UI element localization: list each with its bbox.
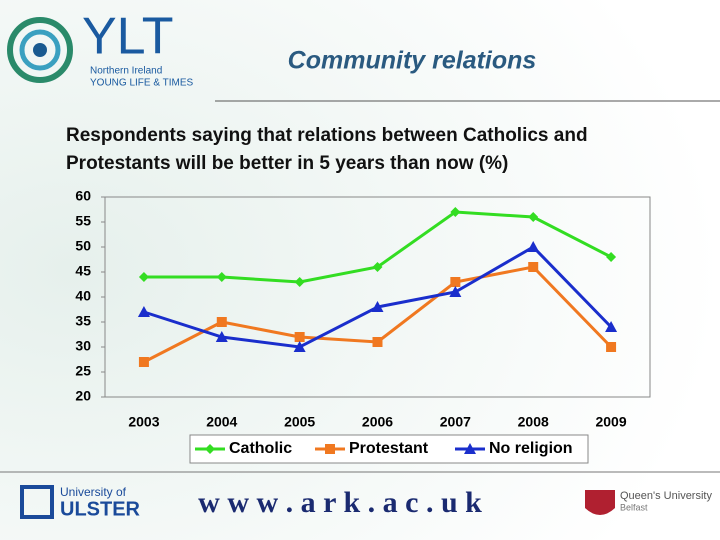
footer-text: Belfast bbox=[620, 502, 648, 512]
footer: University of ULSTER w w w . a r k . a c… bbox=[20, 485, 712, 520]
x-tick-label: 2003 bbox=[128, 414, 159, 430]
data-point bbox=[528, 262, 539, 272]
logo-line: Northern Ireland bbox=[90, 66, 162, 77]
legend-label: Protestant bbox=[349, 440, 429, 457]
data-point bbox=[606, 342, 617, 352]
data-point bbox=[371, 301, 384, 312]
data-point bbox=[527, 241, 540, 252]
legend-marker bbox=[205, 444, 215, 454]
data-point bbox=[449, 286, 462, 297]
queens-icon bbox=[585, 490, 615, 515]
legend-label: No religion bbox=[489, 440, 573, 457]
chart-title-box: Respondents saying that relations betwee… bbox=[66, 125, 588, 174]
y-tick-label: 30 bbox=[75, 338, 91, 354]
footer-url: w w w . a r k . a c . u k bbox=[198, 486, 482, 519]
y-tick-label: 45 bbox=[75, 263, 91, 279]
ylt-logo: YLT Northern Ireland YOUNG LIFE & TIMES bbox=[7, 8, 193, 89]
data-point bbox=[605, 321, 618, 332]
legend-label: Catholic bbox=[229, 440, 292, 457]
y-tick-label: 35 bbox=[75, 313, 91, 329]
data-point bbox=[294, 277, 305, 287]
y-tick-label: 25 bbox=[75, 363, 91, 379]
data-point bbox=[293, 341, 306, 352]
data-point bbox=[528, 212, 539, 222]
y-tick-label: 20 bbox=[75, 388, 91, 404]
data-point bbox=[606, 252, 617, 262]
y-tick-label: 55 bbox=[75, 213, 91, 229]
data-point bbox=[138, 357, 149, 367]
data-point bbox=[450, 277, 461, 287]
x-tick-label: 2008 bbox=[518, 414, 549, 430]
data-point bbox=[216, 272, 227, 282]
logo-line: YOUNG LIFE & TIMES bbox=[90, 78, 193, 89]
data-point bbox=[138, 272, 149, 282]
data-point bbox=[450, 207, 461, 217]
y-tick-label: 60 bbox=[75, 188, 91, 204]
x-tick-label: 2009 bbox=[595, 414, 626, 430]
x-tick-label: 2006 bbox=[362, 414, 393, 430]
footer-text: Queen's University bbox=[620, 490, 712, 502]
data-point bbox=[215, 331, 228, 342]
x-tick-label: 2005 bbox=[284, 414, 315, 430]
data-point bbox=[216, 317, 227, 327]
data-point bbox=[294, 332, 305, 342]
data-point bbox=[372, 337, 383, 347]
ulster-icon bbox=[20, 485, 54, 519]
x-tick-label: 2004 bbox=[206, 414, 237, 430]
legend-marker bbox=[325, 444, 335, 454]
slide-title: Community relations bbox=[288, 47, 537, 75]
footer-text: ULSTER bbox=[60, 498, 141, 520]
x-tick-label: 2007 bbox=[440, 414, 471, 430]
y-tick-label: 50 bbox=[75, 238, 91, 254]
chart-title: Respondents saying that relations betwee… bbox=[66, 125, 588, 174]
legend-frame bbox=[189, 434, 589, 464]
data-point bbox=[137, 306, 150, 317]
logo-text: YLT bbox=[82, 8, 174, 66]
y-tick-label: 40 bbox=[75, 288, 91, 304]
footer-text: University of bbox=[60, 485, 127, 499]
legend-marker bbox=[464, 443, 476, 454]
data-point bbox=[372, 262, 383, 272]
